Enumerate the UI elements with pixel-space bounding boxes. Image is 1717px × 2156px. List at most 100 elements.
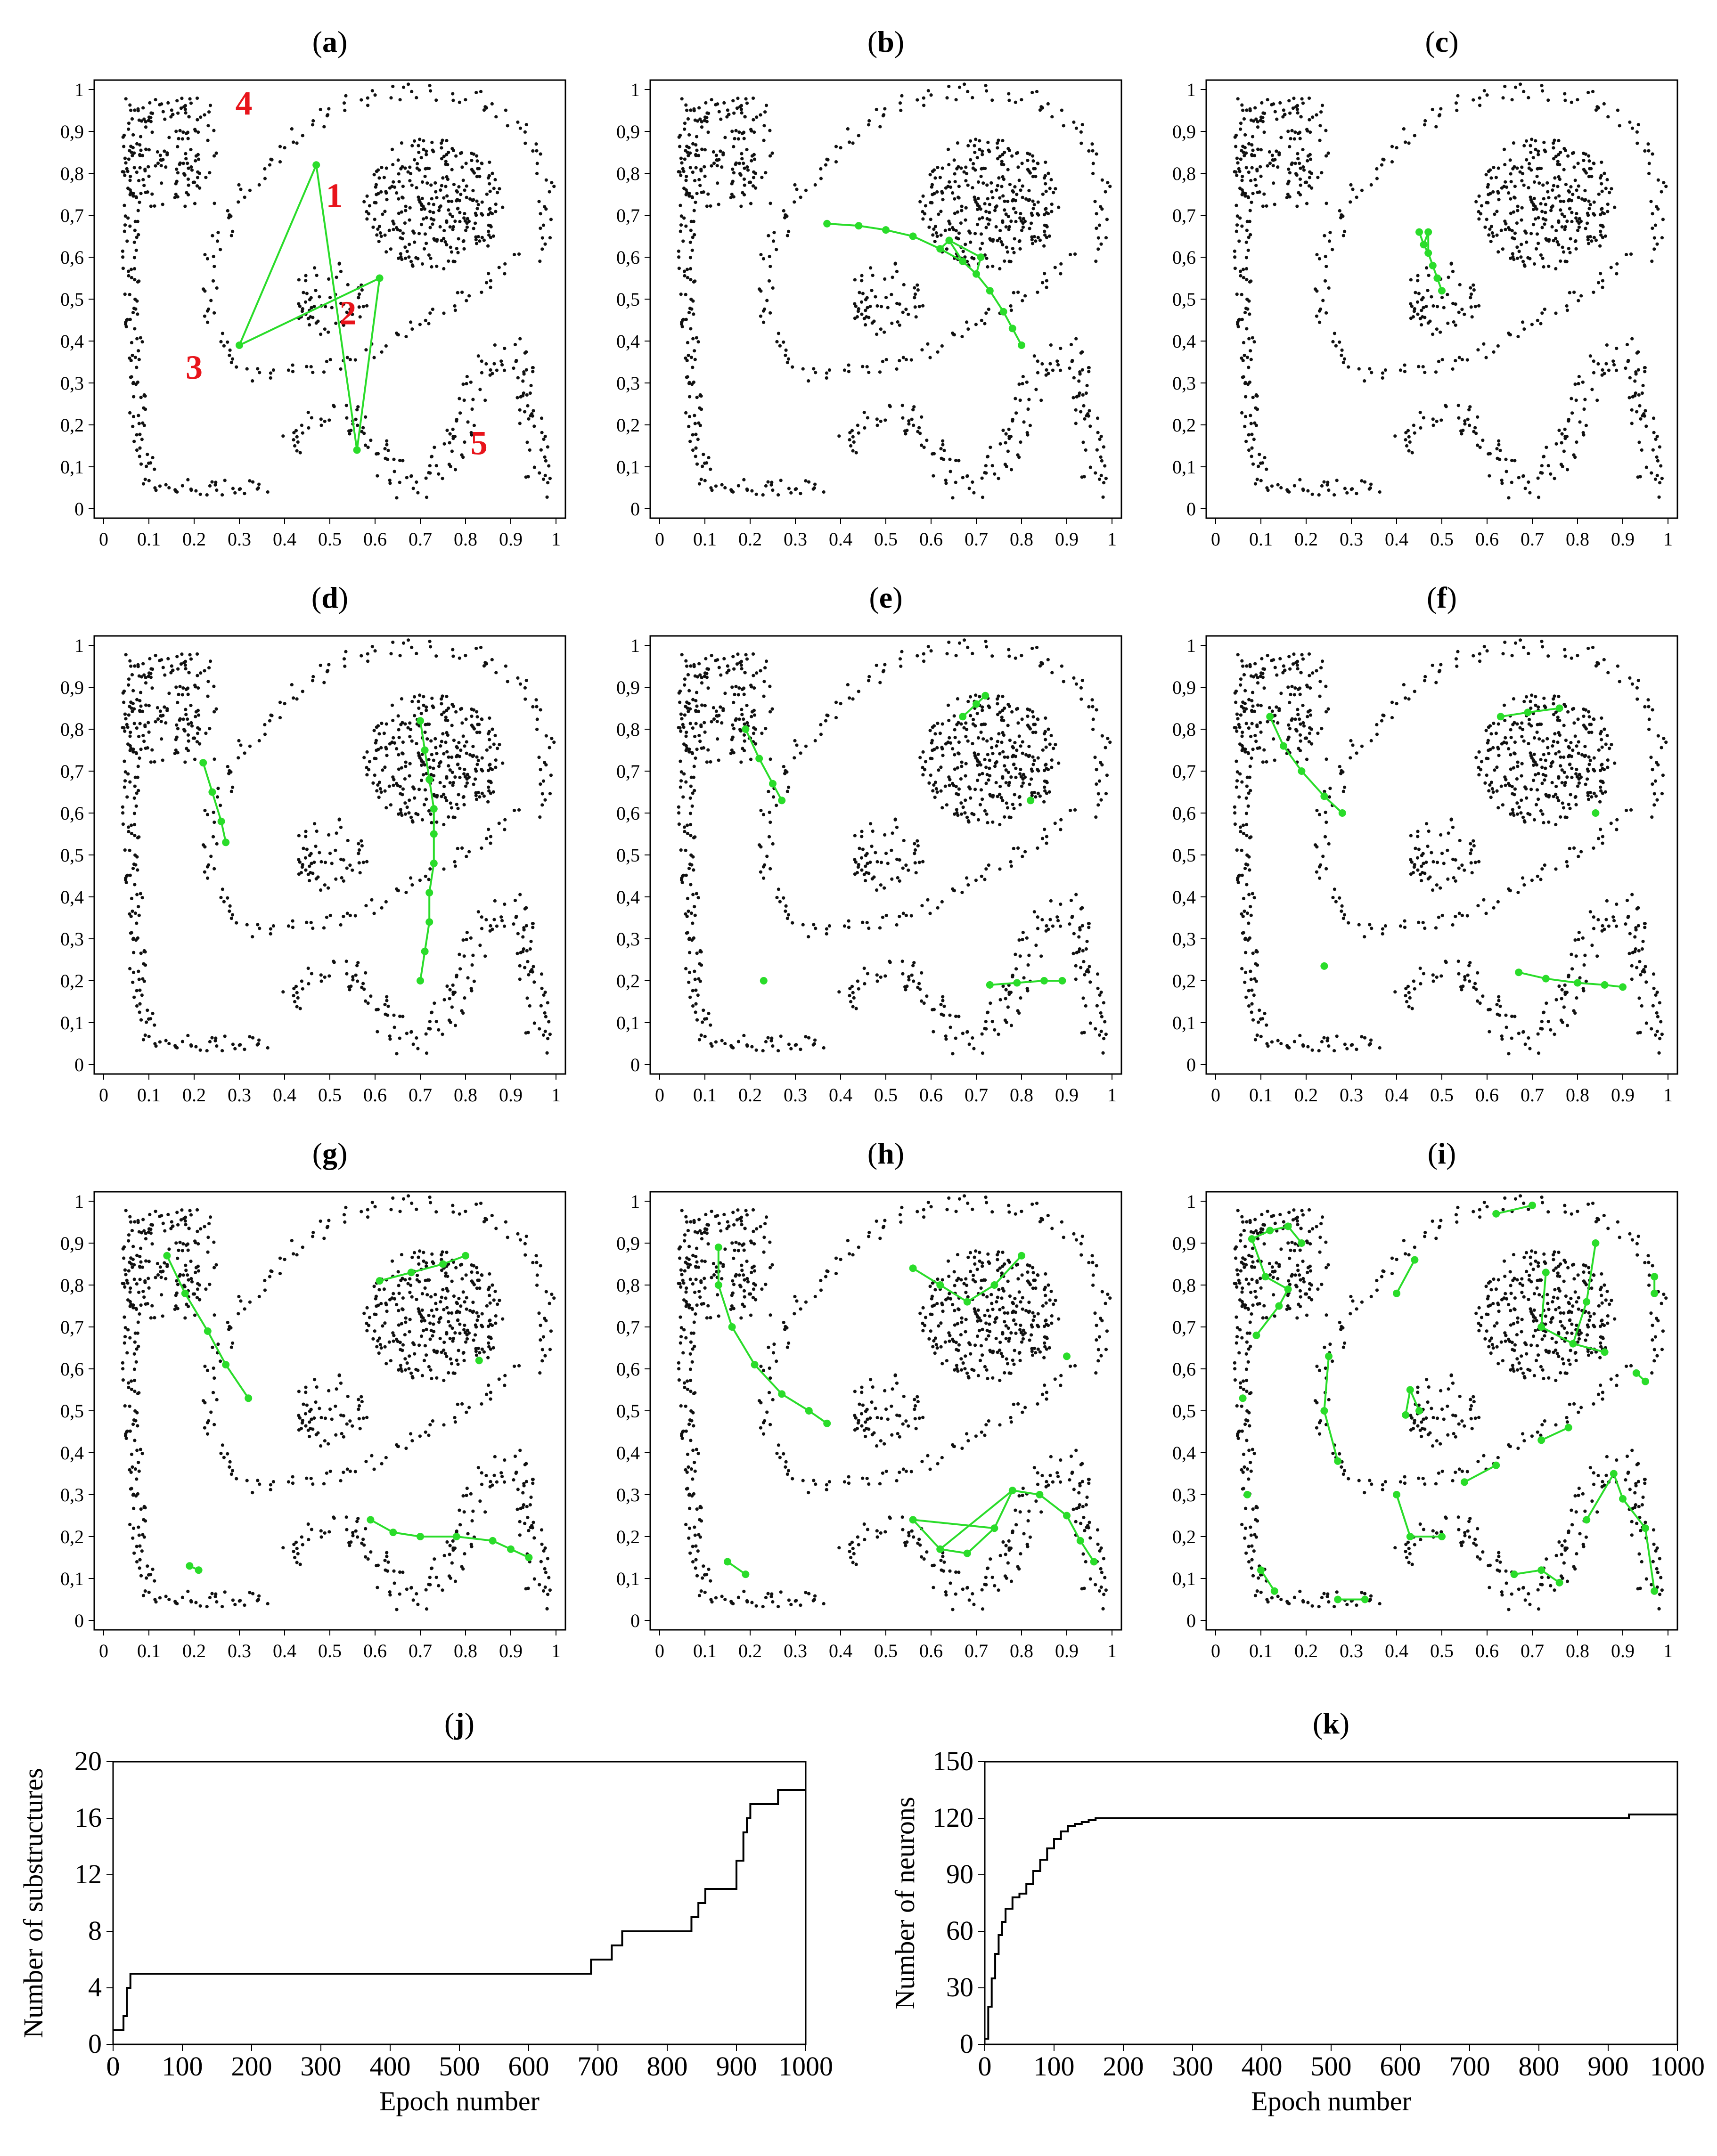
data-point (281, 434, 285, 438)
data-point (952, 888, 956, 893)
data-point (923, 768, 927, 772)
data-point (370, 645, 374, 649)
data-point (496, 747, 499, 750)
data-point (1016, 846, 1020, 850)
data-point (124, 653, 128, 657)
data-point (1315, 113, 1318, 117)
data-point (134, 307, 138, 311)
data-point (1596, 362, 1600, 366)
data-point (804, 744, 808, 748)
data-point (1098, 437, 1102, 441)
data-point (366, 104, 370, 107)
data-point (458, 220, 462, 224)
data-point (936, 350, 940, 354)
data-point (158, 1040, 162, 1044)
data-point (1420, 309, 1423, 312)
data-point (1573, 456, 1577, 459)
data-point (1549, 472, 1553, 476)
data-point (1476, 348, 1480, 352)
data-point (432, 203, 435, 206)
data-point (1326, 151, 1330, 155)
data-point (875, 888, 879, 892)
data-point (366, 446, 370, 449)
data-point (541, 223, 546, 227)
data-point (1243, 310, 1247, 315)
y-tick-label: 0,1 (60, 1012, 84, 1033)
data-point (994, 781, 998, 785)
data-point (447, 755, 450, 759)
data-point (444, 716, 448, 719)
data-point (196, 732, 200, 735)
data-point (1643, 370, 1647, 374)
data-point (1550, 225, 1554, 229)
data-point (147, 1017, 151, 1021)
data-point (946, 147, 950, 151)
data-point (128, 411, 132, 415)
data-point (913, 286, 916, 290)
data-point (745, 147, 749, 152)
data-point (397, 172, 401, 176)
data-point (518, 422, 522, 425)
data-point (878, 681, 882, 684)
data-point (1104, 477, 1108, 480)
data-point (463, 440, 466, 444)
data-point (682, 216, 686, 220)
data-point (921, 194, 925, 198)
data-point (1024, 753, 1028, 757)
data-point (732, 171, 736, 175)
data-point (962, 82, 966, 86)
data-point (212, 129, 216, 132)
data-point (122, 170, 126, 174)
data-point (174, 685, 178, 689)
data-point (160, 181, 164, 185)
data-point (440, 740, 443, 743)
data-point (699, 394, 703, 398)
data-point (301, 987, 304, 991)
data-point (991, 794, 995, 797)
data-point (1004, 781, 1008, 785)
data-point (310, 862, 313, 865)
data-point (550, 181, 554, 185)
data-point (1029, 221, 1033, 225)
data-point (907, 312, 910, 316)
data-point (396, 714, 400, 718)
data-point (1015, 748, 1019, 752)
data-point (375, 233, 379, 237)
data-point (122, 700, 126, 704)
data-point (1524, 139, 1529, 143)
data-point (859, 300, 864, 304)
data-point (1563, 148, 1568, 153)
data-point (438, 205, 442, 209)
data-point (1547, 196, 1551, 200)
data-point (458, 766, 462, 770)
data-point (847, 926, 851, 929)
data-point (515, 914, 518, 919)
data-point (1240, 293, 1243, 296)
data-point (214, 1036, 218, 1040)
data-point (448, 781, 452, 785)
data-point (932, 192, 936, 195)
x-tick-label: 0.2 (738, 529, 762, 550)
data-point (487, 233, 491, 237)
data-point (1095, 226, 1098, 230)
data-point (719, 149, 722, 153)
data-point (1248, 220, 1251, 223)
data-point (469, 936, 473, 940)
data-point (362, 987, 366, 991)
y-tick-label: 0,1 (616, 1012, 640, 1033)
data-point (690, 307, 694, 311)
data-point (413, 158, 417, 162)
data-point (1531, 156, 1535, 160)
data-point (301, 690, 304, 693)
data-point (1007, 781, 1011, 785)
data-point (935, 790, 939, 794)
data-point (323, 305, 327, 309)
data-point (1652, 416, 1656, 420)
data-point (1383, 368, 1387, 372)
data-point (1295, 104, 1300, 107)
network-edge (858, 225, 886, 231)
data-point (784, 348, 788, 352)
data-point (867, 871, 871, 875)
data-point (807, 379, 810, 383)
data-point (750, 685, 753, 689)
